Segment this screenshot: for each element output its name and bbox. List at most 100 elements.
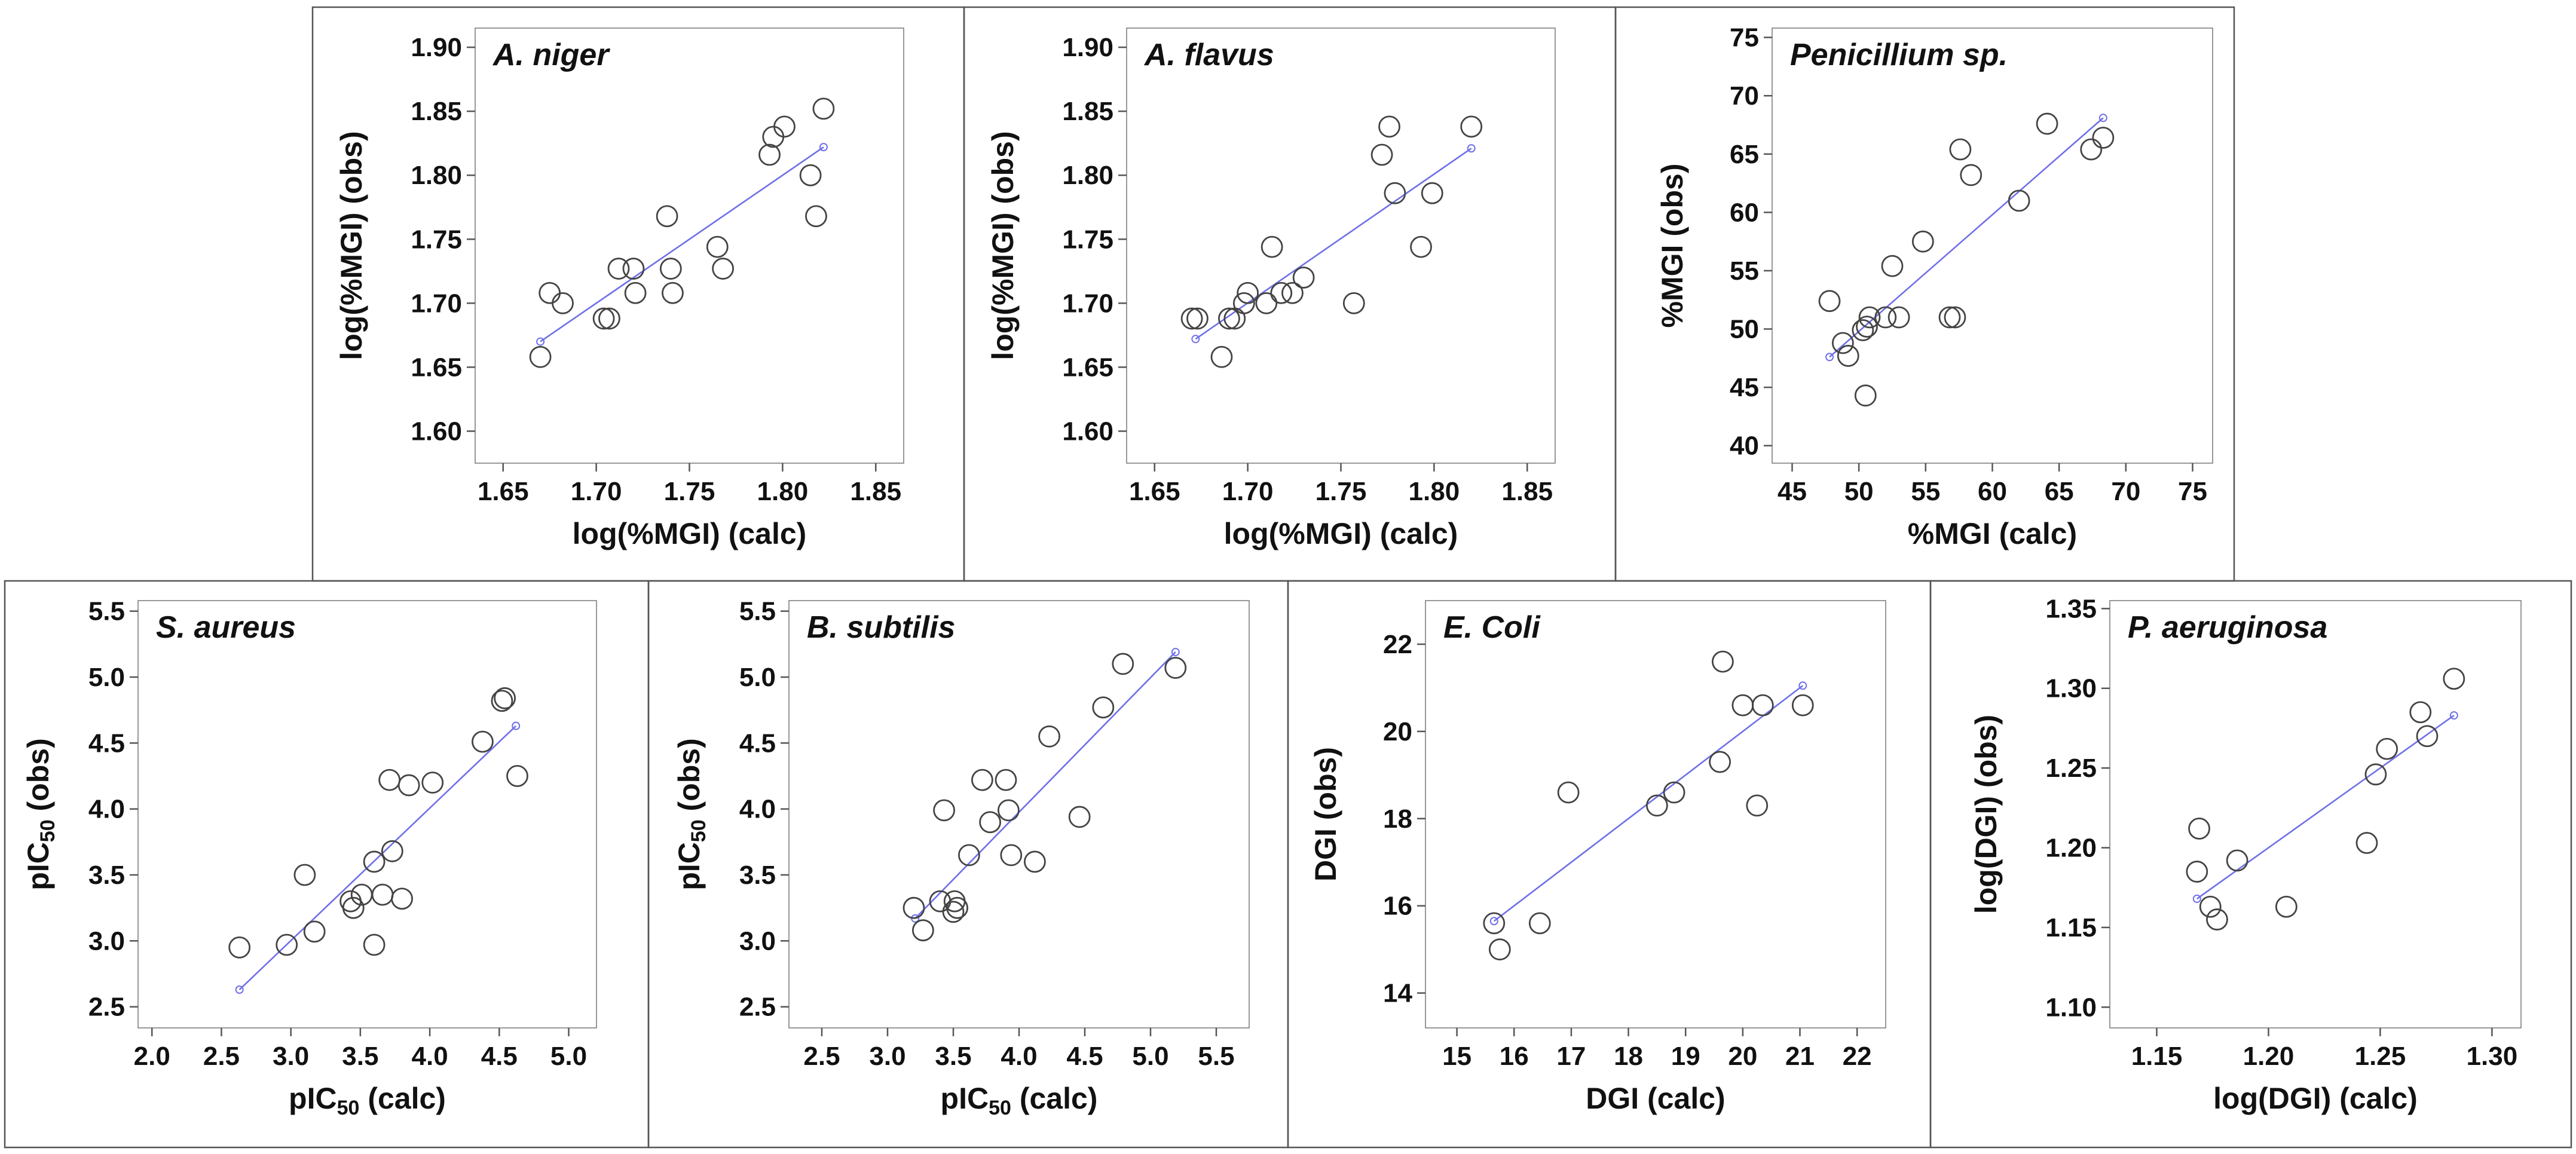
data-point: [2275, 895, 2297, 918]
panel-title: Penicillium sp.: [1790, 38, 2008, 72]
regression-endpoint: [1171, 648, 1180, 657]
x-tick-label: 21: [1785, 1042, 1815, 1071]
regression-endpoint: [2449, 711, 2458, 720]
x-tick-label: 19: [1671, 1042, 1700, 1071]
data-point: [946, 896, 968, 919]
data-point: [2226, 849, 2248, 872]
data-point: [1731, 694, 1754, 717]
x-tick-label: 55: [1911, 477, 1940, 506]
x-tick-label: 1.85: [1501, 477, 1553, 506]
data-point: [1460, 115, 1483, 138]
data-point: [494, 687, 516, 709]
x-tick-label: 17: [1556, 1042, 1586, 1071]
data-point: [1210, 345, 1233, 368]
y-tick-label: 1.60: [411, 417, 462, 446]
data-point: [1024, 850, 1046, 873]
data-point: [1709, 751, 1731, 773]
regression-endpoint: [2192, 894, 2201, 903]
chart-panel-3: 45 50 55 60 65 70 75 40 45 50 55 60 65 70 75 %MGI (calc…: [1614, 6, 2235, 582]
y-tick-label: 4.5: [739, 728, 776, 758]
x-tick-label: 1.75: [1315, 477, 1367, 506]
x-axis-label: %MGI (calc): [1908, 517, 2077, 550]
x-tick-label: 4.5: [1066, 1042, 1103, 1071]
y-tick-label: 1.20: [2045, 834, 2097, 863]
panel-title: A. flavus: [1143, 38, 1274, 72]
data-point: [1887, 306, 1910, 329]
data-point: [1292, 267, 1315, 289]
y-axis-label: %MGI (obs): [1656, 164, 1689, 328]
plot-area: [137, 600, 597, 1029]
data-point: [1342, 292, 1365, 314]
x-axis-label: pIC50 (calc): [941, 1082, 1098, 1119]
y-axis-label: log(%MGI) (obs): [335, 131, 368, 360]
y-tick-label: 1.65: [411, 353, 462, 382]
x-tick-label: 22: [1843, 1042, 1872, 1071]
x-tick-label: 20: [1728, 1042, 1757, 1071]
y-tick-label: 3.5: [88, 861, 125, 890]
data-point: [662, 281, 684, 304]
x-tick-label: 65: [2045, 477, 2074, 506]
data-point: [773, 115, 796, 138]
chart-panel-7: 1.15 1.20 1.25 1.30 1.10 1.15 1.20 1.25 1.30 1.35…: [1929, 580, 2572, 1149]
y-tick-label: 60: [1730, 198, 1759, 227]
y-tick-label: 5.0: [739, 663, 776, 692]
data-point: [1831, 332, 1854, 354]
data-point: [1874, 306, 1897, 329]
data-point: [363, 933, 386, 956]
data-point: [1488, 938, 1511, 961]
y-tick-label: 22: [1383, 630, 1412, 659]
y-tick-label: 3.0: [88, 926, 125, 956]
data-point: [958, 844, 980, 867]
y-tick-label: 3.0: [739, 926, 776, 956]
y-tick-label: 2.5: [739, 993, 776, 1022]
x-tick-label: 50: [1844, 477, 1874, 506]
data-point: [1000, 844, 1023, 867]
data-point: [1818, 290, 1841, 313]
x-tick-label: 3.5: [935, 1042, 971, 1071]
data-point: [2443, 668, 2465, 690]
x-tick-label: 2.0: [134, 1042, 170, 1071]
data-point: [998, 799, 1020, 822]
x-tick-label: 16: [1500, 1042, 1529, 1071]
data-point: [995, 769, 1017, 791]
data-point: [1255, 292, 1278, 314]
y-tick-label: 50: [1730, 315, 1759, 344]
y-tick-label: 20: [1383, 717, 1412, 746]
y-tick-label: 55: [1730, 256, 1759, 286]
plot-area: [1126, 27, 1556, 464]
data-point: [1068, 806, 1091, 828]
data-point: [1092, 696, 1115, 719]
x-tick-label: 18: [1614, 1042, 1643, 1071]
data-point: [1938, 306, 1961, 329]
y-tick-label: 3.5: [739, 861, 776, 890]
data-point: [622, 258, 645, 280]
data-point: [228, 936, 251, 959]
y-tick-label: 1.80: [1062, 161, 1113, 190]
data-point: [1378, 115, 1400, 138]
x-axis-label: pIC50 (calc): [289, 1082, 446, 1119]
y-tick-label: 2.5: [88, 993, 125, 1022]
data-point: [1483, 912, 1506, 935]
data-point: [592, 307, 615, 330]
y-tick-label: 1.90: [1062, 33, 1113, 62]
x-tick-label: 1.80: [1409, 477, 1460, 506]
x-tick-label: 2.5: [803, 1042, 840, 1071]
y-tick-label: 1.25: [2045, 754, 2097, 783]
panel-title: A. niger: [492, 38, 610, 72]
data-point: [506, 765, 528, 787]
data-point: [397, 774, 420, 797]
x-tick-label: 1.30: [2467, 1042, 2518, 1071]
chart-panel-5: 2.5 3.0 3.5 4.0 4.5 5.0 5.5 2.5 3.0 3.5 4.0 4.5 5.0 5…: [647, 580, 1289, 1149]
y-tick-label: 1.85: [411, 97, 462, 126]
data-point: [706, 235, 729, 258]
y-tick-label: 4.0: [88, 795, 125, 824]
x-tick-label: 4.0: [1001, 1042, 1037, 1071]
panel-border: [1287, 580, 1932, 1149]
y-tick-label: 1.80: [411, 161, 462, 190]
data-point: [902, 896, 925, 919]
data-point: [1645, 794, 1668, 817]
panel-title: B. subtilis: [807, 610, 955, 645]
x-axis-label: DGI (calc): [1586, 1082, 1725, 1115]
y-tick-label: 1.90: [411, 33, 462, 62]
